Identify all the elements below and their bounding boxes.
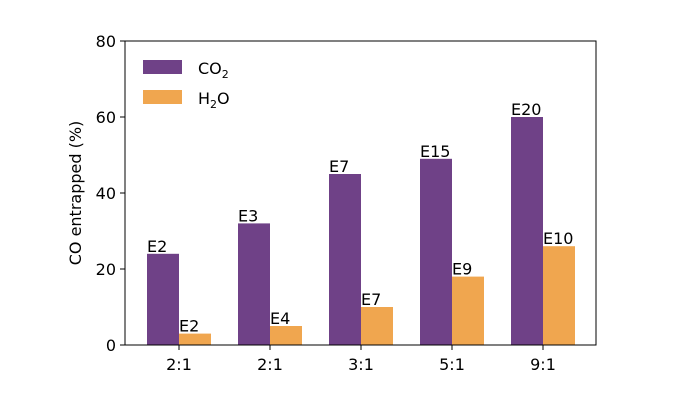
x-tick-label-1: 2:1 [257, 355, 283, 374]
bars-group [147, 117, 575, 345]
y-axis-label: CO entrapped (%) [66, 121, 85, 266]
bar-label-co2-0: E2 [147, 237, 167, 256]
bar-h2o-4 [543, 246, 575, 345]
y-tick-label-0: 0 [106, 336, 116, 355]
bar-label-co2-4: E20 [511, 100, 541, 119]
legend: CO2 H2O [143, 59, 230, 111]
bar-h2o-1 [270, 326, 302, 345]
bar-co2-0 [147, 253, 179, 345]
bar-label-h2o-3: E9 [452, 260, 472, 279]
bar-labels-group: E2 E3 E7 E15 E20 E2 E4 E7 E9 E10 [147, 100, 573, 336]
legend-swatch-co2 [143, 60, 182, 74]
bar-co2-3 [420, 158, 452, 345]
y-tick-label-1: 20 [96, 260, 116, 279]
legend-label-h2o: H2O [198, 89, 230, 111]
bar-label-co2-2: E7 [329, 157, 349, 176]
bar-co2-2 [329, 174, 361, 345]
x-tick-label-0: 2:1 [166, 355, 192, 374]
y-axis-ticks: 0 20 40 60 80 [96, 32, 125, 355]
bar-label-h2o-1: E4 [270, 309, 290, 328]
legend-label-co2: CO2 [198, 59, 229, 81]
bar-label-h2o-2: E7 [361, 290, 381, 309]
bar-h2o-0 [179, 333, 211, 345]
bar-co2-1 [238, 223, 270, 345]
y-tick-label-2: 40 [96, 184, 116, 203]
legend-swatch-h2o [143, 90, 182, 104]
y-tick-label-4: 80 [96, 32, 116, 51]
x-tick-label-3: 5:1 [439, 355, 465, 374]
bar-label-h2o-4: E10 [543, 229, 573, 248]
bar-h2o-3 [452, 276, 484, 345]
y-tick-label-3: 60 [96, 108, 116, 127]
x-tick-label-4: 9:1 [530, 355, 556, 374]
bar-co2-4 [511, 117, 543, 345]
bar-label-h2o-0: E2 [179, 317, 199, 336]
x-tick-label-2: 3:1 [348, 355, 374, 374]
bar-label-co2-1: E3 [238, 206, 258, 225]
bar-label-co2-3: E15 [420, 142, 450, 161]
x-axis-ticks: 2:1 2:1 3:1 5:1 9:1 [166, 345, 556, 374]
bar-h2o-2 [361, 307, 393, 345]
